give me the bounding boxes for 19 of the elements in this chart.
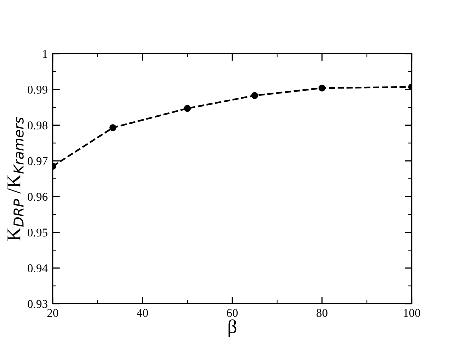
y-tick-label: 0.95 (28, 228, 48, 237)
x-tick-label: 20 (48, 309, 58, 318)
y-tick-label: 0.94 (28, 264, 48, 273)
x-axis-title: β (228, 320, 237, 338)
y-tick-label: 0.96 (28, 193, 48, 202)
x-tick-label: 40 (137, 309, 148, 318)
point (184, 105, 192, 112)
x-tick-label: 100 (404, 309, 420, 318)
y-tick-label: 0.93 (28, 300, 48, 308)
point (318, 84, 326, 92)
y-tick-label: 0.97 (28, 157, 48, 166)
point (110, 124, 117, 132)
y-tick-label: 1 (43, 50, 48, 58)
y-tick-label: 0.99 (28, 86, 48, 94)
y-tick-label: 0.98 (28, 122, 48, 130)
y-axis-title: K$_{DRP}$ /K$_{Kramers}$ (8, 117, 24, 242)
x-tick-label: 80 (316, 309, 328, 318)
x-tick-label: 60 (227, 309, 238, 318)
point (251, 92, 258, 100)
